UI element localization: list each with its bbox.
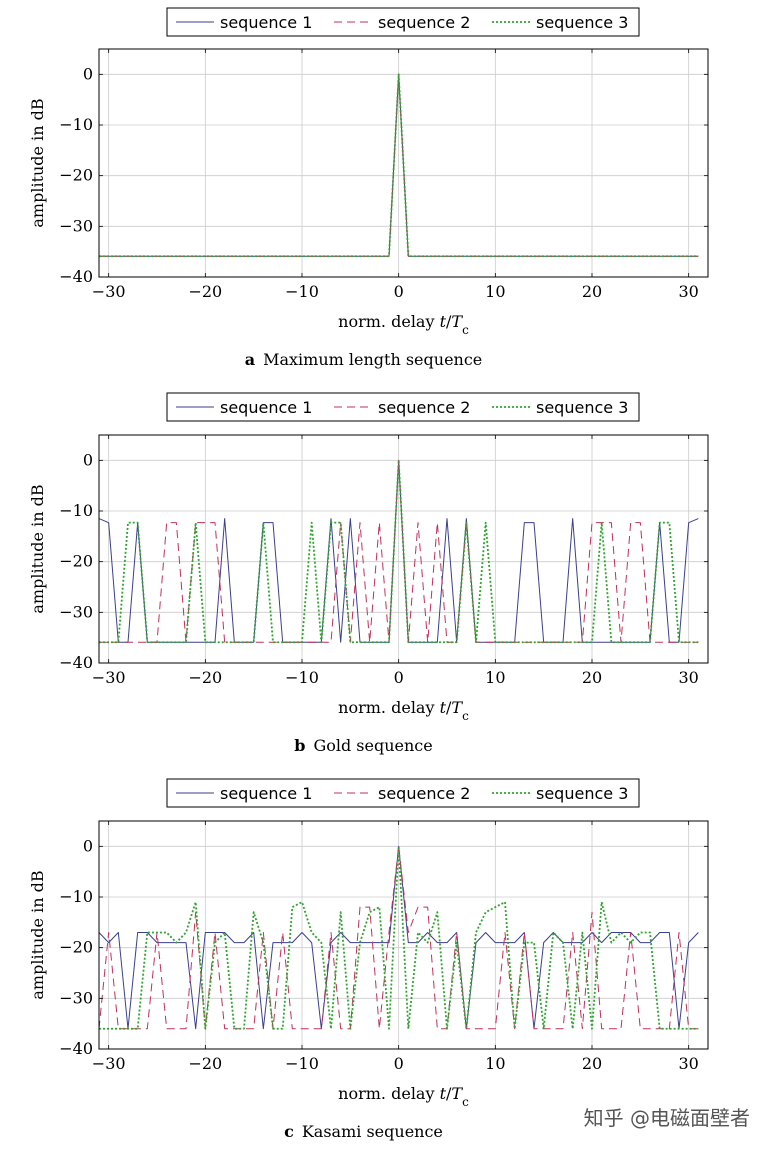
- legend-label-3: sequence 3: [536, 784, 628, 803]
- tick-label-y: −20: [59, 938, 93, 957]
- legend-label-2: sequence 2: [378, 13, 470, 32]
- tick-label-y: −40: [59, 267, 93, 286]
- tick-label-x: 10: [485, 668, 505, 687]
- tick-label-y: −10: [59, 115, 93, 134]
- tick-label-x: −10: [285, 282, 319, 301]
- legend: sequence 1 sequence 2 sequence 3: [166, 392, 640, 422]
- tick-label-y: −20: [59, 166, 93, 185]
- tick-label-x: 30: [678, 282, 698, 301]
- legend-label-1: sequence 1: [220, 13, 312, 32]
- legend: sequence 1 sequence 2 sequence 3: [166, 778, 640, 808]
- series-line-2: [98, 845, 699, 1030]
- y-axis-label: amplitude in dB: [28, 870, 47, 999]
- legend: sequence 1 sequence 2 sequence 3: [166, 7, 640, 37]
- legend-label-1: sequence 1: [220, 784, 312, 803]
- tick-label-x: 20: [582, 1054, 602, 1073]
- series-line-2: [99, 459, 699, 643]
- chart-caption: b Gold sequence: [294, 736, 432, 755]
- tick-label-y: −40: [59, 1039, 93, 1058]
- tick-label-x: −30: [92, 668, 126, 687]
- x-axis-label: norm. delay t/Tc: [338, 312, 469, 337]
- x-axis-label: norm. delay t/Tc: [338, 698, 469, 723]
- legend-label-3: sequence 3: [536, 398, 628, 417]
- y-axis-label: amplitude in dB: [28, 484, 47, 613]
- tick-label-x: 20: [582, 668, 602, 687]
- tick-label-x: −20: [188, 282, 222, 301]
- tick-label-x: 0: [394, 1054, 404, 1073]
- legend-box: [166, 778, 640, 808]
- legend-label-3: sequence 3: [536, 13, 628, 32]
- plot-frame: [98, 820, 709, 1050]
- chart-caption: c Kasami sequence: [284, 1122, 443, 1141]
- tick-label-y: −10: [59, 887, 93, 906]
- tick-label-y: 0: [83, 836, 93, 855]
- series-line-1: [98, 845, 699, 1030]
- tick-label-y: −30: [59, 602, 93, 621]
- tick-label-x: 0: [394, 668, 404, 687]
- tick-label-y: −30: [59, 216, 93, 235]
- watermark-text: 知乎 @电磁面壁者: [583, 1106, 750, 1130]
- tick-label-x: −10: [285, 1054, 319, 1073]
- tick-label-y: −40: [59, 653, 93, 672]
- legend-label-1: sequence 1: [220, 398, 312, 417]
- tick-label-x: −20: [188, 668, 222, 687]
- plot-frame: [98, 434, 709, 664]
- tick-label-y: −30: [59, 988, 93, 1007]
- tick-label-x: 10: [485, 282, 505, 301]
- series-line-3: [99, 845, 699, 1030]
- tick-label-x: 0: [394, 282, 404, 301]
- tick-label-y: 0: [83, 64, 93, 83]
- legend-box: [166, 392, 640, 422]
- legend-box: [166, 7, 640, 37]
- tick-label-x: −20: [188, 1054, 222, 1073]
- chart-caption: a Maximum length sequence: [245, 350, 483, 369]
- x-axis-label: norm. delay t/Tc: [338, 1084, 469, 1109]
- legend-label-2: sequence 2: [378, 398, 470, 417]
- tick-label-x: 30: [678, 1054, 698, 1073]
- tick-label-x: −30: [92, 282, 126, 301]
- plot-frame: [98, 48, 709, 278]
- tick-label-x: 10: [485, 1054, 505, 1073]
- series-line-3: [99, 73, 699, 258]
- tick-label-x: 20: [582, 282, 602, 301]
- tick-label-y: −20: [59, 552, 93, 571]
- legend-label-2: sequence 2: [378, 784, 470, 803]
- y-axis-label: amplitude in dB: [28, 98, 47, 227]
- tick-label-y: 0: [83, 450, 93, 469]
- tick-label-x: −30: [92, 1054, 126, 1073]
- tick-label-x: −10: [285, 668, 319, 687]
- tick-label-x: 30: [678, 668, 698, 687]
- tick-label-y: −10: [59, 501, 93, 520]
